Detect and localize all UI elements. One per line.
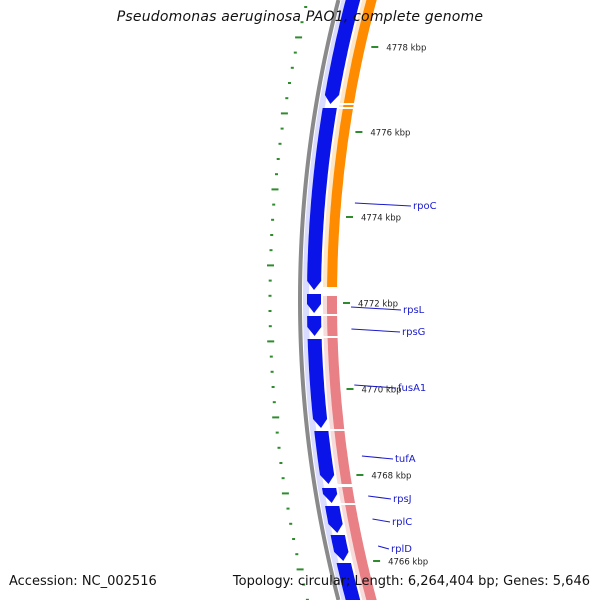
pink-highlight xyxy=(338,487,345,503)
pink-highlight xyxy=(330,431,342,484)
reverse-cds-arrow xyxy=(330,535,349,561)
gene-label: tufA xyxy=(395,454,416,465)
scale-label: 4778 kbp xyxy=(386,44,426,54)
gene-leader-line xyxy=(368,495,392,500)
reverse-highlight xyxy=(303,0,348,600)
backbone-track xyxy=(297,0,341,600)
pink-highlight xyxy=(341,505,367,600)
gene-labels: rpoC rpsL rpsG fusA1 tufA rpsJ rplC rplD xyxy=(350,201,437,555)
reverse-strand-track xyxy=(303,0,361,600)
pink-feature xyxy=(324,316,338,336)
gene-label: rpsG xyxy=(402,327,425,338)
pink-feature xyxy=(342,505,377,600)
topology-label: Topology: circular; Length: 6,264,404 bp… xyxy=(232,574,590,589)
scale-label: 4774 kbp xyxy=(361,214,401,224)
reverse-cds-arrow xyxy=(307,339,328,428)
pink-highlight xyxy=(323,338,335,429)
gene-label: rpsL xyxy=(403,305,425,316)
gene-label: rplC xyxy=(392,517,412,528)
gene-label: rpsJ xyxy=(393,494,412,505)
gene-leader-line xyxy=(361,455,394,460)
forward-highlight xyxy=(323,0,367,287)
reverse-cds-arrow xyxy=(307,294,321,313)
gene-label: fusA1 xyxy=(398,383,426,394)
backbone-line xyxy=(297,0,341,600)
gc-tick-track xyxy=(267,6,309,600)
map-title: Pseudomonas aeruginosa PAO1, complete ge… xyxy=(116,9,484,25)
reverse-cds-arrow xyxy=(307,108,337,290)
scale-label: 4768 kbp xyxy=(371,472,411,482)
reverse-cds-arrow xyxy=(322,488,338,503)
gene-leader-line xyxy=(354,202,412,207)
gene-leader-line xyxy=(372,518,391,523)
gene-leader-line xyxy=(350,306,402,311)
accession-label: Accession: NC_002516 xyxy=(9,574,157,589)
pink-feature xyxy=(331,431,352,484)
gene-label: rpoC xyxy=(413,201,437,212)
reverse-cds-arrow xyxy=(324,0,361,104)
pink-feature xyxy=(324,296,338,314)
gene-leader-line xyxy=(351,328,401,333)
gene-label: rplD xyxy=(391,544,412,555)
pink-highlight xyxy=(323,296,328,314)
scale-label: 4776 kbp xyxy=(370,129,410,139)
forward-cds-band xyxy=(324,0,377,287)
scale-label: 4772 kbp xyxy=(358,300,398,310)
reverse-cds-arrow xyxy=(325,506,343,533)
reverse-cds-arrow xyxy=(314,431,335,484)
pink-highlight xyxy=(323,316,328,336)
forward-strand-track xyxy=(323,0,377,600)
scale-label: 4766 kbp xyxy=(388,558,428,568)
gene-leader-line xyxy=(377,545,390,550)
scale-label: 4770 kbp xyxy=(362,386,402,396)
scale-marks: 4778 kbp 4776 kbp 4774 kbp 4772 kbp 4770 kbp… xyxy=(343,44,428,568)
gene-leader-line xyxy=(354,384,397,389)
reverse-cds-arrow xyxy=(307,316,322,336)
reverse-cds-arrow xyxy=(336,563,361,600)
